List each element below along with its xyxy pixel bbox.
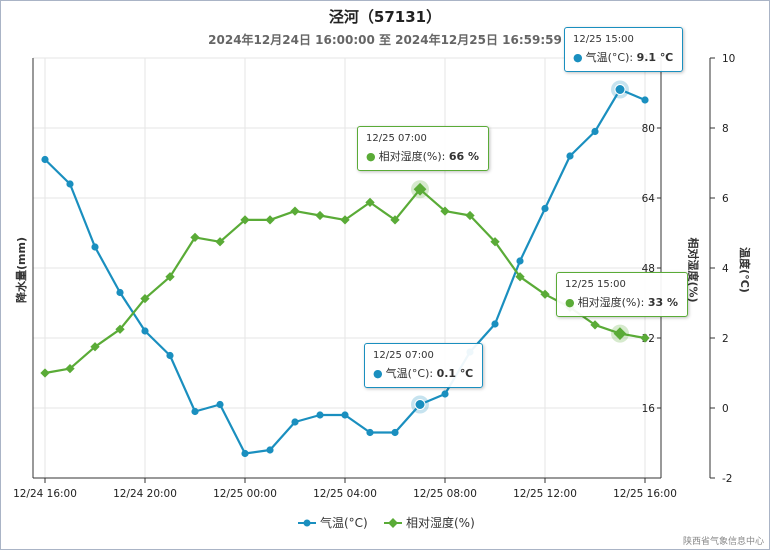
temp-tick-label: 10 xyxy=(722,53,735,65)
humid-point xyxy=(440,206,450,216)
temp-point xyxy=(216,400,224,409)
temp-tick-label: 2 xyxy=(722,333,729,345)
humid-point xyxy=(265,215,275,225)
temp-point xyxy=(541,204,549,213)
legend-humid-label: 相对湿度(%) xyxy=(406,516,475,530)
humid-point xyxy=(40,368,50,378)
humid-point xyxy=(65,363,75,374)
left-axis-title: 降水量(mm) xyxy=(14,237,28,303)
tooltip-humid-1500: 12/25 15:00 ● 相对湿度(%): 33 % xyxy=(556,272,689,317)
temp-point xyxy=(66,180,74,188)
temp-point xyxy=(591,127,599,136)
x-tick-label: 12/25 00:00 xyxy=(213,488,277,500)
legend-temp-label: 气温(°C) xyxy=(320,516,368,530)
x-tick-label: 12/25 16:00 xyxy=(613,488,677,500)
temp-tick-label: 8 xyxy=(722,123,729,135)
humid-tick-label: 16 xyxy=(642,403,656,415)
temp-point xyxy=(341,411,349,419)
humid-point xyxy=(165,272,175,282)
legend-temp-icon xyxy=(298,519,316,526)
legend-humid-icon xyxy=(384,517,402,528)
humid-point xyxy=(390,215,400,225)
temp-point xyxy=(41,155,49,164)
x-tick-label: 12/25 04:00 xyxy=(313,488,377,500)
tooltip-temp-1500: 12/25 15:00 ● 气温(°C): 9.1 ℃ xyxy=(564,27,684,72)
legend-humid[interactable]: 相对湿度(%) xyxy=(384,514,475,531)
chart-title: 泾河（57131） xyxy=(328,8,442,26)
temp-point xyxy=(516,257,524,265)
temp-point xyxy=(441,390,449,398)
chart-subtitle: 2024年12月24日 16:00:00 至 2024年12月25日 16:59… xyxy=(208,33,562,47)
tooltip-temp-0700: 12/25 07:00 ● 气温(°C): 0.1 ℃ xyxy=(364,343,484,388)
humid-point xyxy=(515,272,525,282)
data-credit: 陕西省气象信息中心 xyxy=(682,537,764,547)
temp-point xyxy=(641,96,649,104)
temp-point xyxy=(141,327,149,335)
humid-tick-label: 80 xyxy=(642,123,655,135)
x-tick-label: 12/24 16:00 xyxy=(13,488,77,500)
temp-point xyxy=(241,449,249,458)
highlight-point xyxy=(614,84,626,95)
temp-point xyxy=(366,428,374,437)
humid-point xyxy=(215,237,225,247)
temp-tick-label: 4 xyxy=(722,263,729,275)
temp-point xyxy=(166,351,174,360)
humid-point xyxy=(240,215,250,225)
humid-point xyxy=(365,197,375,208)
humid-point xyxy=(640,333,650,343)
temp-tick-label: 0 xyxy=(722,403,729,415)
x-tick-label: 12/25 08:00 xyxy=(413,488,477,500)
humid-point xyxy=(190,232,200,243)
humid-point xyxy=(140,293,150,304)
temp-tick-label: -2 xyxy=(722,473,732,485)
temp-axis-title: 温度(°C) xyxy=(737,247,751,293)
humid-point xyxy=(465,210,475,221)
humid-tick-label: 64 xyxy=(642,193,656,205)
humid-point xyxy=(540,289,550,299)
x-tick-label: 12/25 12:00 xyxy=(513,488,577,500)
humid-point xyxy=(340,215,350,225)
humid-point xyxy=(315,210,325,221)
temp-point xyxy=(116,288,124,297)
temp-point xyxy=(491,320,499,328)
highlight-point xyxy=(414,399,426,410)
temp-point xyxy=(266,446,274,454)
highlight-point xyxy=(613,327,627,340)
temp-point xyxy=(91,243,99,251)
legend-temp[interactable]: 气温(°C) xyxy=(298,514,368,531)
x-tick-label: 12/24 20:00 xyxy=(113,488,177,500)
temp-tick-label: 6 xyxy=(722,193,729,205)
temp-point xyxy=(291,418,299,426)
temp-point xyxy=(566,152,574,160)
temp-point xyxy=(391,428,399,437)
temp-point xyxy=(191,407,199,416)
temp-point xyxy=(316,411,324,419)
tooltip-humid-0700: 12/25 07:00 ● 相对湿度(%): 66 % xyxy=(357,126,490,171)
humid-point xyxy=(290,206,300,216)
